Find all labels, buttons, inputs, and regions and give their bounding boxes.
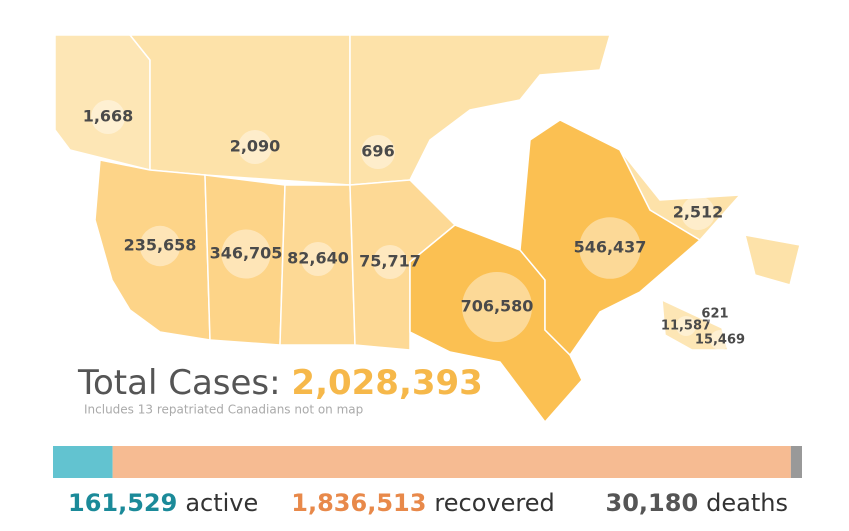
british-columbia [94, 159, 211, 341]
case-label: 15,469 [695, 333, 745, 348]
case-bubble [373, 245, 407, 279]
status-text: recovered [434, 489, 554, 517]
case-label: 346,705 [210, 244, 283, 263]
case-bubble [710, 330, 730, 350]
case-label: 75,717 [359, 252, 421, 271]
case-label: 11,587 [661, 319, 711, 334]
case-bubble [579, 217, 641, 279]
quebec [519, 119, 702, 357]
case-bubble [238, 130, 272, 164]
case-label: 546,437 [574, 238, 647, 257]
case-bubble [139, 225, 181, 267]
status-count: 1,836,513 [291, 489, 426, 517]
case-label: 82,640 [287, 249, 349, 268]
province-labels: 1,668 2,090 696 2,512 235,658 346,705 82,640 75… [83, 100, 745, 350]
status-count: 161,529 [68, 489, 177, 517]
status-segment [790, 446, 802, 478]
case-bubble [361, 135, 395, 169]
total-value: 2,028,393 [291, 363, 482, 403]
status-entry: 30,180 deaths [606, 489, 788, 517]
map-shapes [54, 34, 801, 424]
total-label: Total Cases: 2,028,393 [77, 363, 483, 403]
status-entry: 1,836,513 recovered [291, 489, 554, 517]
status-text: deaths [706, 489, 788, 517]
case-label: 2,090 [230, 137, 281, 156]
case-bubble [681, 196, 715, 230]
status-legend: 161,529 active 1,836,513 recovered 30,180 dea… [68, 489, 788, 517]
status-segment [112, 446, 791, 478]
case-label: 1,668 [83, 107, 134, 126]
case-bubble [461, 271, 533, 343]
case-label: 706,580 [461, 297, 534, 316]
labrador [619, 149, 742, 241]
ontario [409, 224, 583, 424]
case-bubble [91, 100, 125, 134]
case-bubble [705, 304, 725, 324]
note: Includes 13 repatriated Canadians not on… [84, 403, 363, 417]
case-bubble [676, 316, 696, 336]
maritimes [661, 298, 729, 351]
northwest-territories [128, 34, 351, 186]
newfoundland [743, 234, 801, 286]
total-label-text: Total Cases: [77, 363, 281, 403]
case-bubble [221, 229, 271, 279]
case-label: 235,658 [124, 236, 197, 255]
case-label: 2,512 [673, 203, 724, 222]
status-bar [53, 446, 802, 478]
case-label: 696 [361, 142, 394, 161]
status-entry: 161,529 active [68, 489, 258, 517]
status-count: 30,180 [606, 489, 699, 517]
case-bubble [301, 242, 335, 276]
status-text: active [185, 489, 258, 517]
status-segment [53, 446, 113, 478]
case-label: 621 [701, 307, 728, 322]
